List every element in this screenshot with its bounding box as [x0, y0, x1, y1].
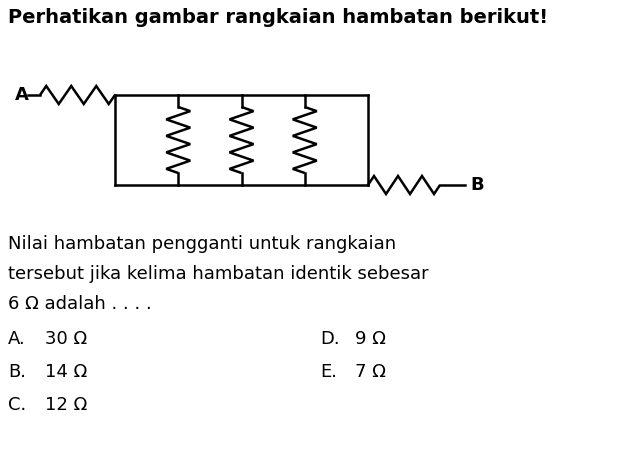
Text: tersebut jika kelima hambatan identik sebesar: tersebut jika kelima hambatan identik se…: [8, 265, 429, 283]
Text: Nilai hambatan pengganti untuk rangkaian: Nilai hambatan pengganti untuk rangkaian: [8, 235, 396, 253]
Text: E.: E.: [320, 363, 337, 381]
Text: C.: C.: [8, 396, 26, 414]
Text: D.: D.: [320, 330, 340, 348]
Text: A: A: [15, 86, 29, 104]
Text: 30 Ω: 30 Ω: [45, 330, 87, 348]
Text: 9 Ω: 9 Ω: [355, 330, 386, 348]
Text: B.: B.: [8, 363, 26, 381]
Text: 7 Ω: 7 Ω: [355, 363, 386, 381]
Text: Perhatikan gambar rangkaian hambatan berikut!: Perhatikan gambar rangkaian hambatan ber…: [8, 8, 548, 27]
Text: A.: A.: [8, 330, 26, 348]
Text: 12 Ω: 12 Ω: [45, 396, 87, 414]
Text: 14 Ω: 14 Ω: [45, 363, 87, 381]
Text: 6 Ω adalah . . . .: 6 Ω adalah . . . .: [8, 295, 152, 313]
Text: B: B: [470, 176, 483, 194]
